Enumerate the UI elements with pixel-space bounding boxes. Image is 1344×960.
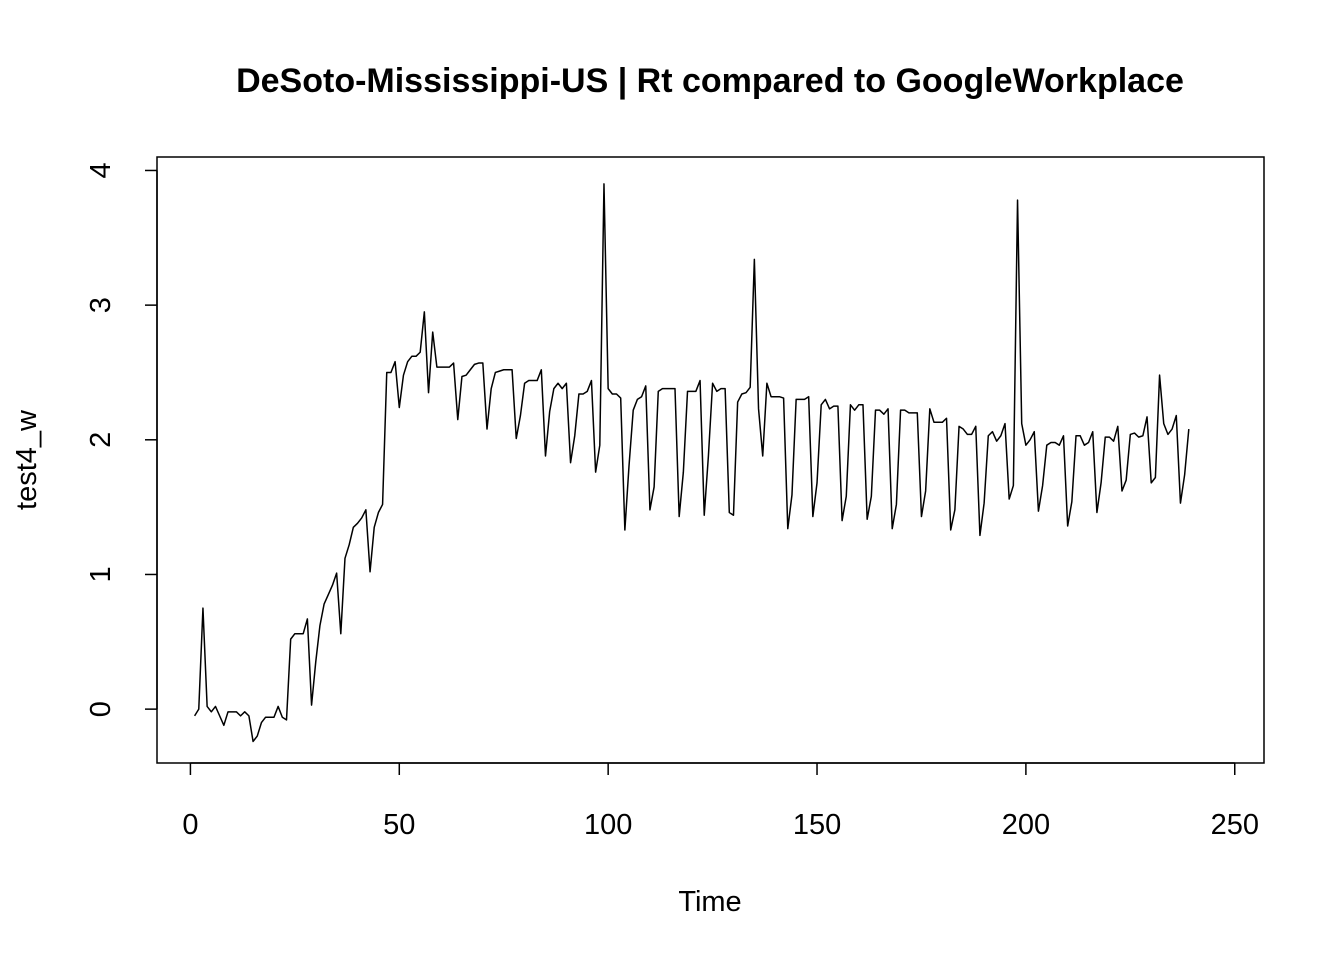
x-axis-label: Time: [678, 886, 741, 918]
y-tick-label: 0: [85, 701, 117, 717]
x-axis: 0 50 100 150 200 250: [182, 762, 1259, 841]
chart-title: DeSoto-Mississippi-US | Rt compared to G…: [236, 62, 1184, 100]
x-tick-label: 0: [182, 809, 198, 841]
x-tick-label: 50: [383, 809, 415, 841]
y-tick-label: 4: [85, 162, 117, 178]
series-group: [193, 183, 1190, 743]
plot-frame: [156, 156, 1265, 764]
y-tick-label: 2: [85, 432, 117, 448]
x-tick-label: 250: [1211, 809, 1259, 841]
y-axis-label: test4_w: [11, 409, 43, 510]
y-axis: 0 1 2 3 4: [85, 162, 158, 717]
series-line: [193, 183, 1190, 743]
x-tick-label: 200: [1002, 809, 1050, 841]
x-tick-label: 150: [793, 809, 841, 841]
y-tick-label: 1: [85, 566, 117, 582]
x-tick-label: 100: [584, 809, 632, 841]
y-tick-label: 3: [85, 297, 117, 313]
